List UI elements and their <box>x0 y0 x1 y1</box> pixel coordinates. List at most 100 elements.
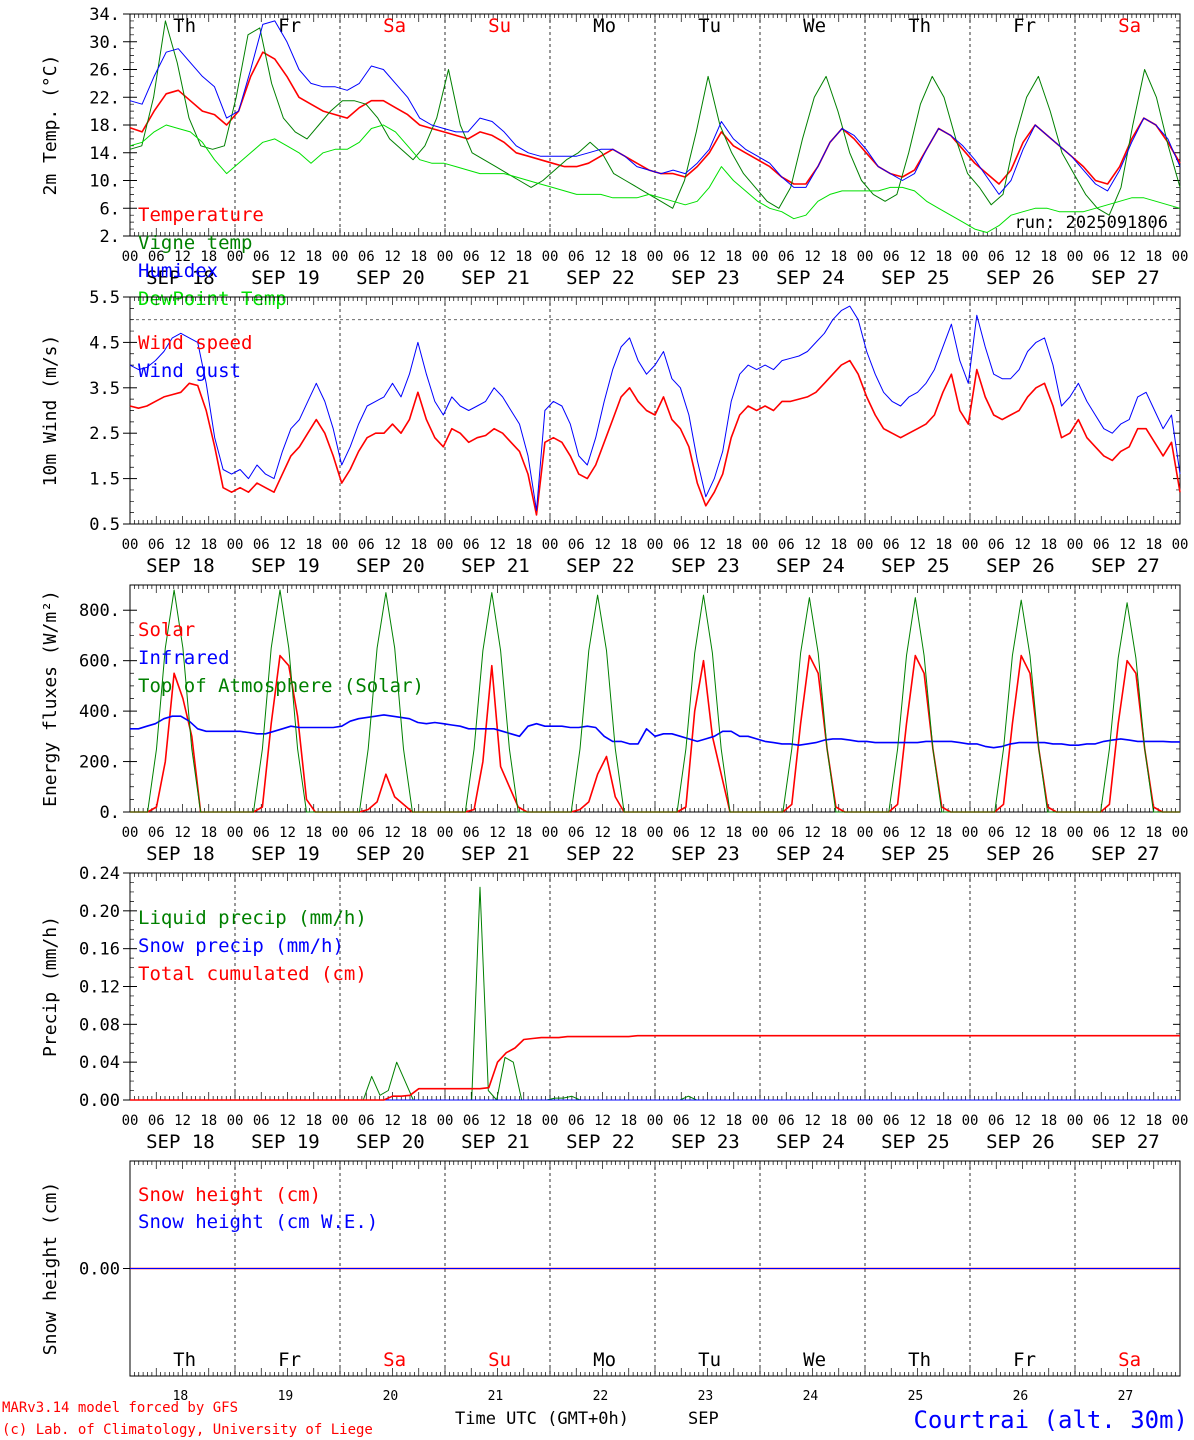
y-axis-label: Precip (mm/h) <box>40 916 61 1057</box>
x-tick-label: 00 <box>437 249 454 265</box>
x-tick-label: 18 <box>725 249 742 265</box>
legend-entry: Vigne temp <box>138 232 252 254</box>
x-tick-label: 12 <box>174 537 191 553</box>
x-tick-label: 18 <box>200 825 217 841</box>
day-label: SEP 24 <box>776 843 845 865</box>
day-label: SEP 25 <box>881 267 950 289</box>
x-tick-label: 12 <box>174 249 191 265</box>
x-tick-label: 00 <box>752 825 769 841</box>
x-tick-label: 12 <box>384 249 401 265</box>
x-tick-label: 06 <box>568 825 585 841</box>
weekday-label: Mo <box>593 15 616 37</box>
day-label: SEP 27 <box>1091 555 1160 577</box>
x-tick-label: 00 <box>857 537 874 553</box>
panel-3: 0. 200. 400. 600. 800. Energy fluxes (W/m²) 00… <box>40 584 1189 865</box>
x-tick-label: 12 <box>279 1113 296 1129</box>
legend-entry: Wind speed <box>138 332 252 354</box>
x-tick-label: 18 <box>410 249 427 265</box>
x-tick-label: 00 <box>542 1113 559 1129</box>
x-tick-label: 06 <box>148 1113 165 1129</box>
station-label: Courtrai (alt. 30m) <box>913 1406 1188 1434</box>
x-tick-label: 06 <box>673 537 690 553</box>
day-label: SEP 24 <box>776 555 845 577</box>
legend-entry: Snow height (cm) <box>138 1184 321 1206</box>
y-tick-label: 14. <box>89 144 120 164</box>
x-tick-label: 06 <box>463 825 480 841</box>
x-axis-label: Time UTC (GMT+0h) <box>455 1409 629 1429</box>
x-tick-label: 12 <box>594 1113 611 1129</box>
day-label: SEP 24 <box>776 1131 845 1153</box>
day-label: SEP 25 <box>881 843 950 865</box>
x-tick-label: 12 <box>1014 825 1031 841</box>
weekday-label: Sa <box>383 1349 406 1371</box>
y-tick-label: 0.5 <box>89 515 120 535</box>
y-tick-label: 4.5 <box>89 333 120 353</box>
weekday-label: Sa <box>1118 1349 1141 1371</box>
x-tick-label: 06 <box>988 249 1005 265</box>
weekday-label: Su <box>488 1349 511 1371</box>
legend-entry: Snow height (cm W.E.) <box>138 1211 378 1233</box>
legend-entry: Snow precip (mm/h) <box>138 935 344 957</box>
x-tick-label: 06 <box>148 537 165 553</box>
x-tick-label: 06 <box>883 537 900 553</box>
x-tick-label: 00 <box>752 1113 769 1129</box>
x-tick-label: 00 <box>1172 537 1189 553</box>
y-tick-label: 200. <box>79 753 120 773</box>
footer: MARv3.14 model forced by GFS (c) Lab. of… <box>2 1400 1188 1438</box>
x-tick-label: 18 <box>305 249 322 265</box>
series-line <box>129 359 1181 516</box>
series-line <box>130 589 1180 813</box>
x-tick-label: 18 <box>200 249 217 265</box>
x-tick-label: 00 <box>962 825 979 841</box>
x-tick-label: 06 <box>568 249 585 265</box>
day-label: SEP 18 <box>146 267 215 289</box>
x-tick-label: 00 <box>122 537 139 553</box>
x-tick-label: 06 <box>988 825 1005 841</box>
x-tick-label: 18 <box>725 537 742 553</box>
x-tick-label: 12 <box>699 825 716 841</box>
x-tick-label: 12 <box>804 537 821 553</box>
day-label: SEP 19 <box>251 843 320 865</box>
legend-entry: Total cumulated (cm) <box>138 963 367 985</box>
day-number-label: 26 <box>1013 1389 1029 1404</box>
x-tick-label: 18 <box>515 537 532 553</box>
x-tick-label: 00 <box>437 1113 454 1129</box>
x-tick-label: 00 <box>1172 825 1189 841</box>
x-tick-label: 00 <box>227 537 244 553</box>
x-tick-label: 18 <box>1040 537 1057 553</box>
legend-entry: Wind gust <box>138 360 241 382</box>
x-tick-label: 18 <box>1145 537 1162 553</box>
x-tick-label: 00 <box>542 825 559 841</box>
x-tick-label: 18 <box>725 1113 742 1129</box>
x-tick-label: 12 <box>489 249 506 265</box>
x-tick-label: 06 <box>883 249 900 265</box>
day-label: SEP 27 <box>1091 267 1160 289</box>
x-tick-label: 12 <box>489 1113 506 1129</box>
legend-entry: Top of Atmosphere (Solar) <box>138 675 424 697</box>
x-tick-label: 00 <box>857 249 874 265</box>
x-axis-ticks <box>129 1161 1181 1376</box>
x-tick-label: 06 <box>358 249 375 265</box>
x-tick-label: 06 <box>988 1113 1005 1129</box>
x-tick-label: 00 <box>647 249 664 265</box>
x-tick-label: 06 <box>1093 1113 1110 1129</box>
x-tick-label: 18 <box>620 1113 637 1129</box>
x-tick-label: 06 <box>463 1113 480 1129</box>
x-tick-label: 12 <box>279 537 296 553</box>
series-line <box>129 20 1181 195</box>
y-tick-label: 600. <box>79 652 120 672</box>
x-tick-label: 00 <box>1067 825 1084 841</box>
x-tick-label: 12 <box>1014 1113 1031 1129</box>
x-tick-label: 18 <box>410 537 427 553</box>
y-tick-label: 5.5 <box>89 288 120 308</box>
x-tick-label: 06 <box>1093 825 1110 841</box>
x-tick-label: 00 <box>647 537 664 553</box>
y-axis-label: 2m Temp. (°C) <box>40 55 61 196</box>
y-axis-label: 10m Wind (m/s) <box>40 335 61 487</box>
x-tick-label: 06 <box>148 825 165 841</box>
day-label: SEP 18 <box>146 555 215 577</box>
x-tick-label: 00 <box>122 825 139 841</box>
x-tick-label: 12 <box>699 1113 716 1129</box>
weekday-label: Su <box>488 15 511 37</box>
day-label: SEP 18 <box>146 843 215 865</box>
